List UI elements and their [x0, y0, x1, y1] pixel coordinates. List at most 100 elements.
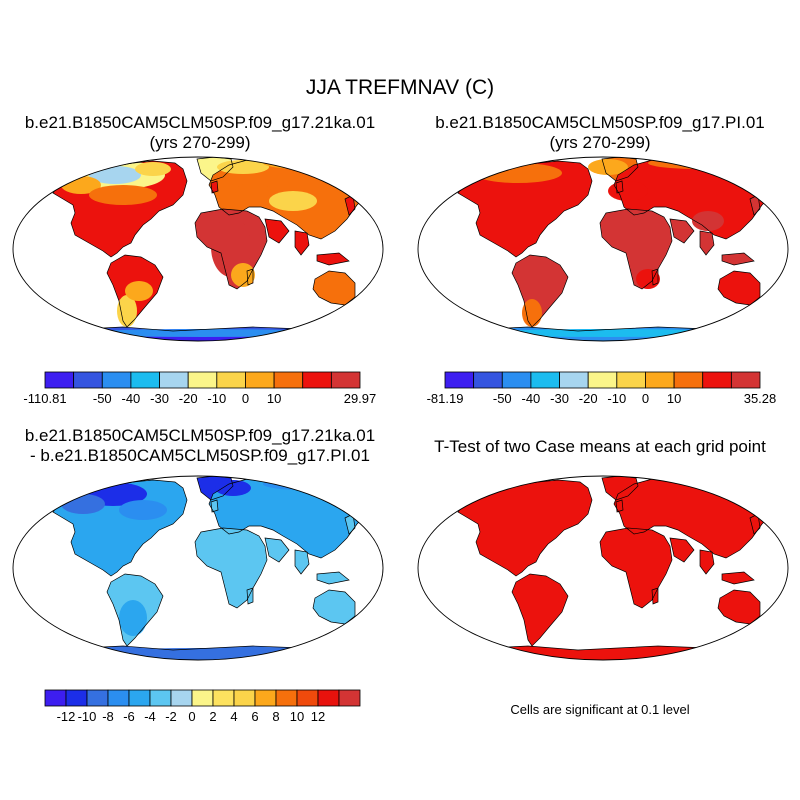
land-jp	[345, 195, 355, 215]
land-ar	[265, 219, 289, 243]
colorbar-label: 6	[251, 709, 258, 724]
map-panel-1	[12, 156, 384, 342]
panel-1-title-line-1: b.e21.B1850CAM5CLM50SP.f09_g17.21ka.01	[24, 113, 376, 132]
map-panel-3	[12, 475, 384, 661]
field-patch	[235, 183, 271, 199]
significance-note: Cells are significant at 0.1 level	[510, 702, 690, 717]
colorbar-swatch	[473, 371, 503, 389]
coastline	[669, 218, 695, 244]
land-nz	[770, 301, 780, 315]
land-na	[458, 161, 592, 257]
coastline	[316, 571, 350, 585]
colorbar-label: 0	[242, 391, 249, 406]
colorbar-swatch	[187, 371, 218, 389]
panel-1-title: b.e21.B1850CAM5CLM50SP.f09_g17.21ka.01 (…	[0, 113, 400, 153]
coastline	[651, 587, 659, 605]
field-patch	[119, 500, 167, 520]
colorbar-swatch	[702, 371, 732, 389]
colorbar-label: -20	[179, 391, 198, 406]
colorbar-swatch	[338, 689, 361, 707]
field-patch	[125, 281, 153, 301]
colorbar-swatch	[73, 371, 103, 389]
colorbar-label: -50	[93, 391, 112, 406]
coastline	[246, 587, 254, 605]
land-id	[722, 572, 754, 584]
land-au	[313, 590, 355, 624]
panel-2-title-line-1: b.e21.B1850CAM5CLM50SP.f09_g17.PI.01	[435, 113, 765, 132]
colorbar-label: 10	[267, 391, 281, 406]
coastline	[615, 180, 624, 194]
colorbar-swatch	[275, 689, 298, 707]
land-au	[718, 590, 760, 624]
colorbar-swatch	[170, 689, 193, 707]
coastline	[699, 230, 715, 256]
colorbar-swatch	[673, 371, 704, 389]
field-patch	[488, 329, 728, 337]
panel-1-title-line-2: (yrs 270-299)	[149, 133, 251, 152]
land-nz	[770, 620, 780, 634]
colorbar-label: -110.81	[23, 391, 66, 406]
coastline	[210, 499, 219, 513]
field-patch	[215, 480, 251, 496]
land-ar	[265, 538, 289, 562]
land-af	[195, 528, 267, 608]
map-border	[417, 156, 789, 342]
panel-4-title-line-1: T-Test of two Case means at each grid po…	[434, 437, 766, 456]
coastline	[511, 254, 569, 328]
colorbar-swatch	[273, 371, 304, 389]
colorbar-label: -50	[493, 391, 512, 406]
coastline	[246, 268, 254, 286]
coastline	[106, 254, 164, 328]
colorbar-label: 12	[311, 709, 325, 724]
land-uk	[616, 500, 623, 512]
field-patch	[89, 185, 157, 205]
colorbar-swatch	[233, 689, 256, 707]
colorbar-label: -40	[522, 391, 541, 406]
field-patch	[269, 191, 317, 211]
colorbar-swatch	[159, 371, 189, 389]
coastline	[651, 268, 659, 286]
colorbar-swatch	[107, 689, 130, 707]
field-patch	[522, 299, 542, 327]
land-id	[317, 253, 349, 265]
coastline	[316, 252, 350, 266]
colorbar-panel-1: -110.81 -50 -40 -30 -20 -10 0 10 29.97	[23, 371, 376, 406]
colorbar-swatch	[587, 371, 618, 389]
panel-3-title-line-2: - b.e21.B1850CAM5CLM50SP.f09_g17.PI.01	[30, 446, 370, 465]
colorbar-panel-3: -12 -10 -8 -6 -4 -2 0 2 4 6 8 10 12	[44, 689, 361, 724]
field-patch	[692, 211, 724, 231]
coastline	[194, 527, 268, 609]
colorbar-swatch	[212, 689, 235, 707]
colorbar-swatch	[444, 371, 475, 389]
coastline	[364, 619, 376, 635]
colorbar-label: -40	[122, 391, 141, 406]
colorbar-swatch	[616, 371, 646, 389]
field-patch	[608, 181, 648, 201]
coastline	[294, 549, 310, 575]
colorbar-swatch	[65, 689, 88, 707]
land-md	[652, 588, 658, 604]
map-border	[12, 475, 384, 661]
field-patch	[83, 329, 323, 337]
field-patch	[636, 269, 660, 289]
colorbar-swatch	[254, 689, 277, 707]
field-patch	[263, 157, 343, 169]
land-uk	[211, 181, 218, 193]
colorbar-label: -12	[57, 709, 76, 724]
land-sa	[512, 574, 568, 646]
field-patch	[231, 263, 255, 287]
coastline	[264, 537, 290, 563]
field-patch	[325, 165, 361, 181]
land-nz	[365, 620, 375, 634]
colorbar-label: -20	[579, 391, 598, 406]
colorbar-swatch	[86, 689, 109, 707]
panel-2-title: b.e21.B1850CAM5CLM50SP.f09_g17.PI.01 (yr…	[400, 113, 800, 153]
field-patch	[648, 157, 748, 169]
colorbar-swatch	[245, 371, 275, 389]
land-ar	[670, 538, 694, 562]
colorbar-swatch	[302, 371, 332, 389]
field-patch	[53, 648, 353, 660]
field-patch	[61, 494, 105, 514]
colorbar-swatch	[44, 689, 67, 707]
land-jp	[750, 514, 760, 534]
